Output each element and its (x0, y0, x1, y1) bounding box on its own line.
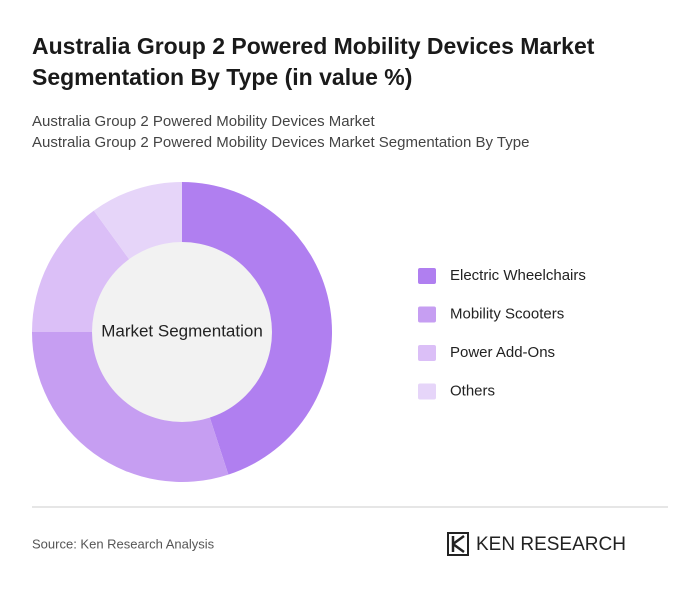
logo-text: KEN RESEARCH (476, 534, 626, 555)
legend-label: Power Add-Ons (450, 344, 555, 361)
legend-label: Mobility Scooters (450, 305, 564, 322)
logo: KEN RESEARCH (447, 532, 626, 556)
legend-label: Others (450, 382, 495, 399)
donut-hole (92, 242, 272, 422)
subtitle: Australia Group 2 Powered Mobility Devic… (32, 134, 529, 151)
legend-swatch (418, 268, 436, 284)
logo-icon (451, 534, 465, 554)
legend-swatch (418, 383, 436, 400)
center-label: Market Segmentation (101, 321, 263, 340)
chart-title: Australia Group 2 Powered Mobility Devic… (32, 33, 595, 90)
legend-swatch (418, 345, 436, 361)
logo-icon (447, 532, 469, 556)
subtitle: Australia Group 2 Powered Mobility Devic… (32, 113, 375, 130)
source: Source: Ken Research Analysis (32, 536, 215, 551)
legend-swatch (418, 306, 436, 323)
legend-label: Electric Wheelchairs (450, 267, 586, 284)
